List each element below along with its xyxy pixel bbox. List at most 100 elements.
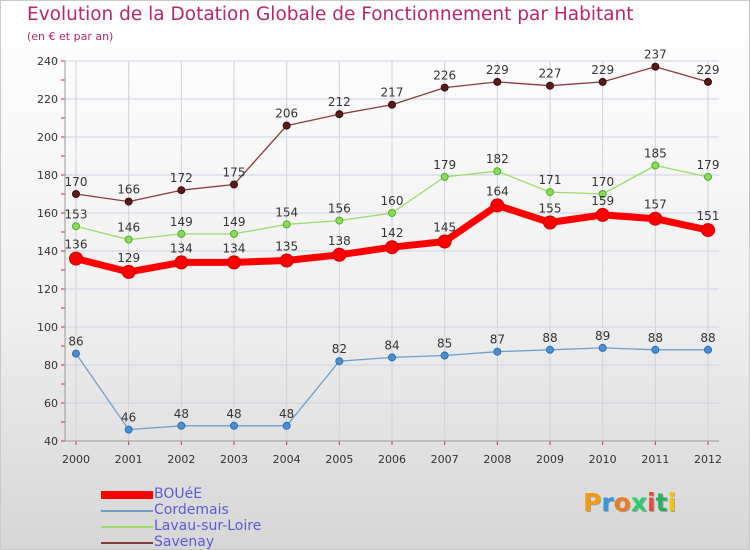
data-label-cordemais: 85 [437, 337, 452, 351]
data-point-lavau-sur-loire [493, 167, 502, 176]
data-point-bou-e [121, 264, 136, 279]
data-label-savenay: 229 [697, 63, 720, 77]
data-point-cordemais [388, 353, 396, 362]
data-label-savenay: 217 [381, 86, 404, 100]
data-label-savenay: 172 [170, 171, 193, 185]
data-point-bou-e [69, 251, 83, 266]
data-point-lavau-sur-loire [546, 188, 554, 197]
data-label-lavau-sur-loire: 153 [65, 207, 88, 221]
data-point-cordemais [493, 347, 502, 356]
data-label-cordemais: 88 [542, 331, 557, 345]
data-label-savenay: 206 [275, 107, 298, 121]
data-point-bou-e [227, 255, 241, 270]
data-point-lavau-sur-loire [335, 216, 344, 225]
y-tick-label: 220 [37, 93, 58, 106]
data-point-bou-e [543, 215, 557, 230]
data-label-cordemais: 82 [332, 342, 347, 356]
y-tick-label: 100 [37, 321, 58, 334]
data-point-lavau-sur-loire [388, 209, 396, 217]
data-point-savenay [72, 190, 80, 198]
data-label-savenay: 237 [644, 48, 667, 62]
data-label-cordemais: 88 [648, 331, 663, 345]
data-label-bou-e: 135 [275, 240, 298, 254]
data-point-lavau-sur-loire [177, 229, 186, 238]
data-point-savenay [124, 197, 133, 206]
data-label-savenay: 170 [65, 175, 88, 189]
y-tick-label: 160 [37, 207, 58, 220]
data-label-lavau-sur-loire: 146 [117, 221, 140, 235]
data-label-bou-e: 134 [223, 241, 246, 255]
data-point-bou-e [385, 240, 399, 255]
data-point-cordemais [230, 421, 238, 430]
data-point-savenay [335, 110, 344, 119]
data-point-lavau-sur-loire [230, 229, 238, 238]
x-tick-label: 2001 [115, 453, 143, 466]
x-tick-label: 2011 [641, 453, 669, 466]
data-label-bou-e: 159 [591, 194, 614, 208]
data-point-savenay [704, 77, 712, 86]
data-point-cordemais [282, 421, 291, 430]
data-labels: 86 46 48 48 48 82 84 85 87 88 89 88 88 153 146 149 149 15… [65, 48, 720, 425]
data-label-cordemais: 48 [279, 407, 294, 421]
data-point-cordemais [72, 349, 80, 358]
data-point-lavau-sur-loire [124, 235, 133, 244]
data-label-lavau-sur-loire: 170 [591, 175, 614, 189]
data-point-savenay [177, 186, 186, 195]
data-point-cordemais [440, 351, 449, 360]
data-label-lavau-sur-loire: 149 [170, 215, 193, 229]
data-point-bou-e [279, 253, 294, 268]
data-label-cordemais: 48 [174, 407, 189, 421]
data-label-bou-e: 138 [328, 234, 351, 248]
data-label-cordemais: 89 [595, 329, 610, 343]
data-point-cordemais [651, 345, 660, 354]
proxiti-logo: Proxiti [583, 488, 677, 517]
x-tick-label: 2006 [378, 453, 406, 466]
data-point-lavau-sur-loire [440, 172, 449, 181]
data-label-bou-e: 134 [170, 241, 193, 255]
data-point-bou-e [174, 255, 189, 270]
legend-swatch-bou-e [101, 487, 153, 503]
data-label-lavau-sur-loire: 179 [433, 158, 456, 172]
data-point-bou-e [332, 247, 347, 262]
data-point-cordemais [124, 425, 133, 434]
y-tick-label: 40 [44, 435, 58, 448]
data-point-cordemais [177, 421, 186, 430]
data-label-cordemais: 86 [68, 335, 83, 349]
data-label-savenay: 212 [328, 95, 351, 109]
y-tick-label: 240 [37, 55, 58, 68]
data-point-savenay [546, 81, 554, 90]
y-tick-label: 140 [37, 245, 58, 258]
data-point-lavau-sur-loire [651, 161, 660, 170]
data-label-bou-e: 129 [117, 251, 140, 265]
x-tick-label: 2003 [220, 453, 248, 466]
legend-label-cordemais: Cordemais [154, 502, 229, 518]
legend-label-lavau-sur-loire: Lavau-sur-Loire [154, 518, 262, 534]
data-point-cordemais [546, 345, 554, 354]
data-point-bou-e [701, 223, 715, 238]
legend-label-bou-e: BOUéE [154, 486, 203, 502]
data-point-bou-e [595, 207, 610, 222]
data-label-savenay: 175 [223, 166, 246, 180]
data-point-savenay [651, 62, 660, 71]
data-label-lavau-sur-loire: 154 [275, 205, 298, 219]
legend-swatch-savenay [101, 535, 153, 549]
x-tick-label: 2009 [536, 453, 564, 466]
x-tick-label: 2008 [483, 453, 511, 466]
data-label-lavau-sur-loire: 149 [223, 215, 246, 229]
data-point-lavau-sur-loire [72, 222, 80, 231]
x-tick-label: 2002 [167, 453, 195, 466]
data-label-cordemais: 46 [121, 411, 136, 425]
data-label-lavau-sur-loire: 160 [381, 194, 404, 208]
data-label-lavau-sur-loire: 182 [486, 152, 509, 166]
data-label-lavau-sur-loire: 171 [539, 173, 562, 187]
chart-title: Evolution de la Dotation Globale de Fonc… [27, 4, 634, 25]
y-tick-label: 200 [37, 131, 58, 144]
data-point-bou-e [490, 198, 505, 213]
axes: 40 60 80 100 120 140 160 180 200 220 240 2000 2001 20… [37, 55, 722, 466]
data-point-savenay [598, 77, 607, 86]
data-label-savenay: 166 [117, 183, 140, 197]
y-tick-label: 80 [44, 359, 58, 372]
x-tick-label: 2000 [62, 453, 90, 466]
data-point-cordemais [598, 343, 607, 352]
